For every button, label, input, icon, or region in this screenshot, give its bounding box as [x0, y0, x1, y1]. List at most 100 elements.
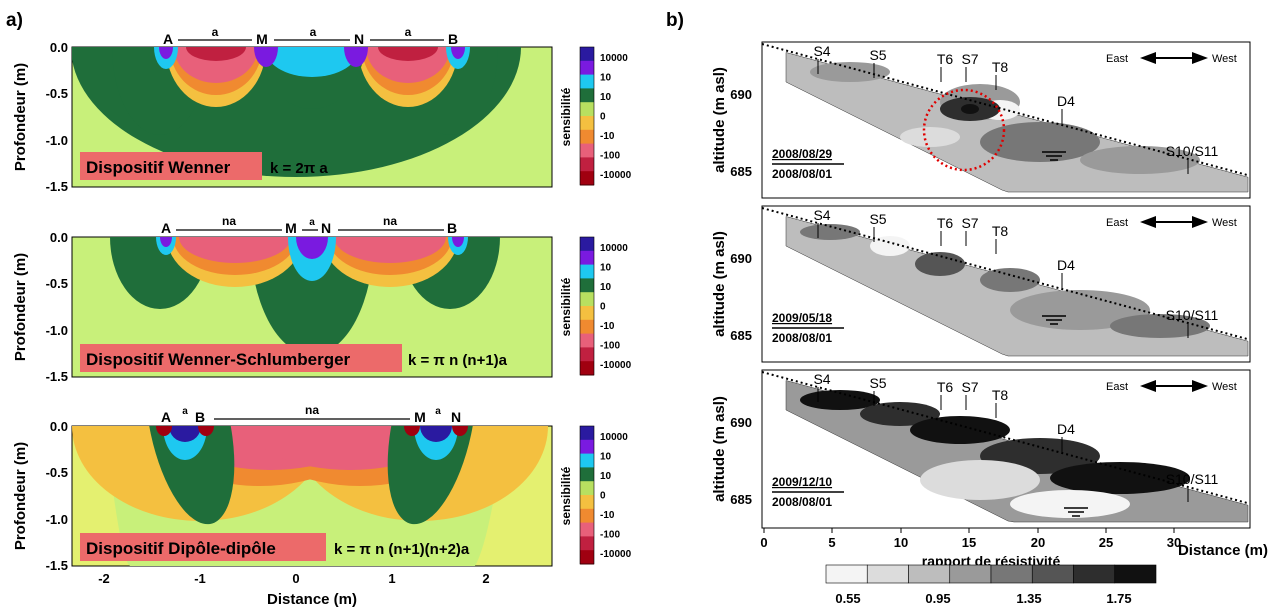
colorbar-b-swatch — [825, 564, 868, 584]
plot-dipole-dipole: Dispositif Dipôle-dipôle k = π n (n+1)(n… — [71, 403, 553, 567]
colorbar-a-swatch — [580, 361, 594, 376]
colorbar-b-swatch — [1031, 564, 1074, 584]
resistivity-zone — [980, 122, 1100, 162]
colorbar-a-tick: 0 — [600, 491, 606, 502]
svg-text:-1.0: -1.0 — [46, 323, 68, 338]
dd-label-a-electrode: A — [161, 409, 171, 425]
svg-text:1.75: 1.75 — [1106, 591, 1131, 606]
site-label-s4: S4 — [813, 371, 830, 387]
svg-text:0.0: 0.0 — [50, 419, 68, 434]
colorbar-a-swatch — [580, 550, 594, 565]
colorbar-a-label: sensibilité — [559, 277, 573, 336]
dd-label-spacing-na: na — [305, 403, 319, 417]
plot-dipole-dipole-title-box — [80, 533, 326, 561]
panel-b-ylabel-3: altitude (m asl) — [711, 396, 728, 502]
panel-a-x-ticks: -2 -1 0 1 2 — [98, 571, 489, 586]
y-tick: 685 — [730, 328, 752, 343]
colorbar-a-tick: 10 — [600, 92, 612, 103]
site-label-t6: T6 — [937, 215, 954, 231]
colorbar-a-tick: -100 — [600, 530, 620, 541]
colorbar-a-swatch — [580, 264, 594, 279]
colorbar-a-swatch — [580, 536, 594, 551]
colorbar-a-swatch — [580, 102, 594, 117]
panel-b-colorbar-ticks: 0.55 0.95 1.35 1.75 — [835, 591, 1131, 606]
resistivity-zone — [915, 252, 965, 276]
ws-label-spacing-a: a — [309, 217, 315, 228]
direction-east: East — [1106, 53, 1128, 65]
ground-surface-line — [762, 207, 1249, 341]
site-label-s5: S5 — [869, 375, 886, 391]
plot-wenner-title-box — [80, 152, 262, 180]
svg-text:0.55: 0.55 — [835, 591, 860, 606]
colorbar-a-tick: 10 — [600, 471, 612, 482]
svg-text:15: 15 — [962, 535, 976, 550]
colorbar-b-swatch — [1114, 564, 1157, 584]
resistivity-section-1 — [762, 43, 1249, 193]
colorbar-a-swatch — [580, 250, 594, 266]
ws-label-m-electrode: M — [285, 220, 297, 236]
colorbar-a-swatch — [580, 439, 594, 455]
site-label-t8: T8 — [992, 59, 1009, 75]
colorbar-a-swatch — [580, 522, 594, 537]
colorbar-a-swatch — [580, 495, 594, 510]
ws-label-spacing-na-2: na — [383, 214, 397, 228]
site-label-s4: S4 — [813, 43, 830, 59]
site-label-s10-s11: S10/S11 — [1166, 307, 1219, 323]
colorbar-a-swatch — [580, 88, 594, 103]
resistivity-section-3 — [762, 371, 1249, 523]
date-top: 2009/12/10 — [772, 475, 832, 489]
wenner-label-spacing-1: a — [212, 25, 219, 39]
section-frame — [761, 41, 1251, 199]
plot-dipole-dipole-title: Dispositif Dipôle-dipôle — [86, 539, 276, 558]
ws-label-spacing-na-1: na — [222, 214, 236, 228]
panel-a-colorbars: 1000010100-10-100-10000sensibilité100001… — [559, 46, 632, 565]
colorbar-a-swatch — [580, 453, 594, 468]
resistivity-zone — [900, 127, 960, 147]
panel-b-x-ticks: 0 5 10 15 20 25 30 — [760, 535, 1181, 550]
site-label-s7: S7 — [961, 215, 978, 231]
svg-text:0.95: 0.95 — [925, 591, 950, 606]
direction-west: West — [1212, 381, 1237, 393]
colorbar-a-swatch — [580, 237, 594, 252]
dd-label-b-electrode: B — [195, 409, 205, 425]
site-label-s7: S7 — [961, 51, 978, 67]
wenner-label-n-electrode: N — [354, 31, 364, 47]
plot-wenner-schlumberger-title-box — [80, 344, 402, 372]
resistivity-zone — [1110, 314, 1210, 338]
site-label-s5: S5 — [869, 47, 886, 63]
svg-text:2: 2 — [482, 571, 489, 586]
y-tick: 685 — [730, 492, 752, 507]
colorbar-a-tick: -100 — [600, 341, 620, 352]
resistivity-zone — [810, 62, 890, 82]
plot-wenner: Dispositif Wenner k = 2π a A a M a N a B — [71, 25, 553, 188]
svg-text:0.0: 0.0 — [50, 40, 68, 55]
anomaly-highlight-circle — [922, 88, 1006, 172]
date-bottom: 2008/08/01 — [772, 495, 832, 509]
colorbar-a-swatch — [580, 333, 594, 348]
ws-label-n-electrode: N — [321, 220, 331, 236]
site-label-t8: T8 — [992, 387, 1009, 403]
dd-label-n-electrode: N — [451, 409, 461, 425]
plot-wenner-schlumberger-title: Dispositif Wenner-Schlumberger — [86, 350, 351, 369]
colorbar-a-tick: 0 — [600, 112, 606, 123]
panel-a-xlabel: Distance (m) — [267, 591, 357, 608]
panel-a-ylabel-2: Profondeur (m) — [12, 253, 29, 361]
date-bottom: 2008/08/01 — [772, 167, 832, 181]
svg-text:25: 25 — [1099, 535, 1113, 550]
colorbar-a-swatch — [580, 508, 594, 524]
svg-text:-1.0: -1.0 — [46, 133, 68, 148]
panel-b-ylabel-1: altitude (m asl) — [711, 67, 728, 173]
site-label-d4: D4 — [1057, 421, 1075, 437]
colorbar-a-swatch — [580, 171, 594, 186]
colorbar-a-tick: -10000 — [600, 549, 632, 560]
colorbar-a-swatch — [580, 481, 594, 496]
site-label-t6: T6 — [937, 51, 954, 67]
colorbar-a-label: sensibilité — [559, 466, 573, 525]
colorbar-a-tick: 10 — [600, 282, 612, 293]
plot-dipole-dipole-k: k = π n (n+1)(n+2)a — [334, 541, 470, 558]
svg-text:0: 0 — [292, 571, 299, 586]
site-label-s5: S5 — [869, 211, 886, 227]
colorbar-b-swatch — [990, 564, 1033, 584]
panel-a-ylabel-3: Profondeur (m) — [12, 442, 29, 550]
resistivity-zone — [1080, 146, 1200, 174]
